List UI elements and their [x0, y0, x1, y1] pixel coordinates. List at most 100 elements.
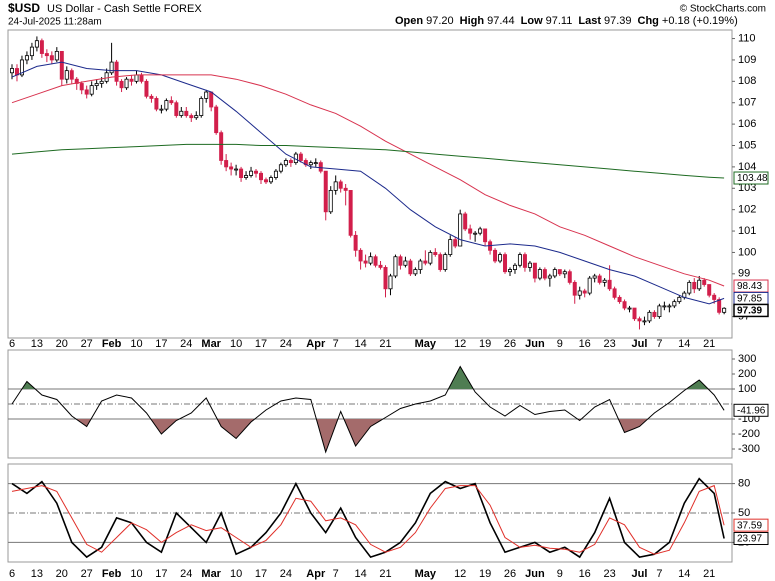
candle-body	[164, 100, 169, 110]
candle-body	[662, 305, 667, 308]
candle-body	[179, 110, 184, 116]
quote: Open 97.20 High 97.44 Low 97.11 Last 97.39 Chg +0…	[395, 15, 738, 27]
x-tick-label: 24	[280, 338, 292, 350]
candle-body	[577, 290, 582, 296]
candle-body	[717, 299, 722, 313]
candle-body	[498, 254, 503, 262]
value-box	[733, 403, 769, 417]
y-tick-label: 102	[738, 204, 756, 216]
candle-body	[338, 181, 343, 189]
candle-body	[24, 55, 29, 61]
x-tick-label: 10	[130, 568, 142, 580]
x-tick-label: 17	[255, 568, 267, 580]
candle-body	[214, 106, 219, 134]
x-tick-label: 24	[180, 338, 192, 350]
candle-body	[343, 187, 348, 191]
quote-value: +0.18 (+0.19%)	[662, 15, 738, 27]
candle-body	[522, 254, 527, 268]
candle-body	[263, 179, 268, 183]
candle-body	[448, 239, 453, 255]
x-tick-label: 17	[155, 568, 167, 580]
candle-body	[517, 254, 522, 266]
y-tick-label: 109	[738, 54, 756, 66]
candle-body	[273, 170, 278, 178]
candle-body	[34, 40, 39, 48]
x-tick-label: Jun	[525, 338, 545, 350]
candle-body	[383, 267, 388, 290]
candle-body	[184, 110, 189, 116]
candle-body	[537, 269, 542, 279]
candle-body	[249, 170, 254, 176]
y-tick-label: 105	[738, 139, 756, 151]
candle-body	[229, 166, 234, 170]
x-tick-label: 12	[454, 568, 466, 580]
candle-body	[254, 170, 259, 174]
moving-average	[11, 74, 725, 287]
quote-label: Chg	[638, 15, 659, 27]
x-tick-label: 23	[603, 568, 615, 580]
candle-body	[557, 269, 562, 275]
candle-body	[702, 279, 707, 285]
x-tick-label: 6	[9, 568, 15, 580]
candle-body	[607, 279, 612, 290]
candle-body	[298, 153, 303, 161]
candle-body	[219, 132, 224, 161]
candle-body	[562, 271, 567, 275]
x-tick-label: 13	[31, 568, 43, 580]
x-tick-label: 14	[678, 338, 690, 350]
candle-body	[478, 228, 483, 234]
quote-value: 97.44	[487, 15, 515, 27]
candle-body	[79, 83, 84, 91]
candle-body	[622, 301, 627, 309]
value-box	[733, 171, 769, 185]
x-tick-label: 17	[255, 338, 267, 350]
quote-label: Open	[395, 15, 423, 27]
candle-body	[597, 275, 602, 283]
candle-body	[104, 72, 109, 82]
x-tick-label: 9	[557, 338, 563, 350]
candle-body	[443, 254, 448, 270]
candle-body	[692, 281, 697, 290]
candle-body	[652, 311, 657, 318]
value-box	[733, 532, 769, 546]
candle-body	[547, 275, 552, 279]
candle-body	[503, 254, 508, 273]
candle-body	[144, 80, 149, 97]
candle-body	[552, 269, 557, 277]
candle-body	[129, 78, 134, 82]
candle-body	[323, 170, 328, 213]
y-tick-label: -300	[738, 443, 760, 455]
candle-body	[119, 80, 124, 89]
value-label: 37.59	[737, 520, 762, 531]
candle-body	[438, 254, 443, 270]
candle-body	[458, 213, 463, 247]
y-tick-label: 80	[738, 478, 750, 490]
panel-frame	[7, 29, 733, 339]
y-tick-label: 50	[738, 507, 750, 519]
x-tick-label: 21	[703, 568, 715, 580]
candle-body	[667, 305, 672, 308]
candle-body	[433, 252, 438, 255]
candle-body	[418, 260, 423, 270]
candle-body	[199, 98, 204, 116]
candle-body	[149, 95, 154, 99]
candle-body	[268, 177, 273, 183]
x-tick-label: 6	[9, 338, 15, 350]
candle-body	[328, 190, 333, 213]
candle-body	[657, 305, 662, 318]
candle-body	[393, 256, 398, 277]
x-tick-label: 7	[333, 568, 339, 580]
candle-body	[587, 277, 592, 294]
candle-body	[413, 269, 418, 275]
candle-body	[258, 172, 263, 181]
quote-value: 97.20	[426, 15, 454, 27]
x-tick-label: 24	[180, 568, 192, 580]
candle-body	[348, 190, 353, 236]
x-tick-label: 27	[81, 338, 93, 350]
candle-body	[617, 296, 622, 303]
candle-body	[169, 100, 174, 104]
x-tick-label: 14	[354, 338, 366, 350]
candle-body	[572, 281, 577, 296]
candle-body	[244, 175, 249, 178]
